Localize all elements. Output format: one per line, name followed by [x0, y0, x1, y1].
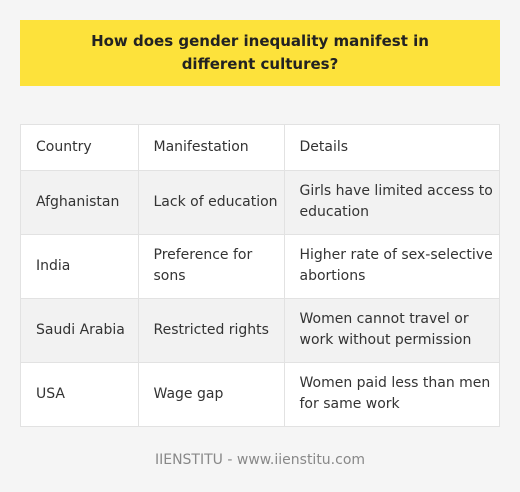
cell-manifestation: Restricted rights	[138, 298, 285, 363]
table-row: India Preference for sons Higher rate of…	[21, 234, 499, 299]
cell-country: Afghanistan	[21, 170, 139, 235]
cell-manifestation: Wage gap	[138, 362, 285, 426]
cell-details: Higher rate of sex-selective abortions	[284, 234, 499, 299]
cell-manifestation: Lack of education	[138, 170, 285, 235]
comparison-table: Country Manifestation Details Afghanista…	[21, 125, 499, 426]
comparison-table-container: Country Manifestation Details Afghanista…	[20, 124, 500, 427]
cell-manifestation: Preference for sons	[138, 234, 285, 299]
cell-country: Saudi Arabia	[21, 298, 139, 363]
title-banner: How does gender inequality manifest in d…	[20, 20, 500, 86]
table-row: Afghanistan Lack of education Girls have…	[21, 170, 499, 235]
table-row: USA Wage gap Women paid less than men fo…	[21, 362, 499, 426]
cell-country: India	[21, 234, 139, 299]
table-row: Saudi Arabia Restricted rights Women can…	[21, 298, 499, 363]
cell-details: Women cannot travel or work without perm…	[284, 298, 499, 363]
cell-details: Women paid less than men for same work	[299, 375, 491, 413]
header-manifestation: Manifestation	[138, 125, 285, 171]
footer-credit: IIENSTITU - www.iienstitu.com	[154, 452, 366, 468]
header-country: Country	[21, 125, 139, 171]
header-details: Details	[284, 125, 499, 171]
cell-country: USA	[21, 362, 139, 426]
table-header-row: Country Manifestation Details	[21, 125, 499, 171]
page-title: How does gender inequality manifest in d…	[91, 32, 429, 73]
cell-details: Girls have limited access to education	[284, 170, 499, 235]
